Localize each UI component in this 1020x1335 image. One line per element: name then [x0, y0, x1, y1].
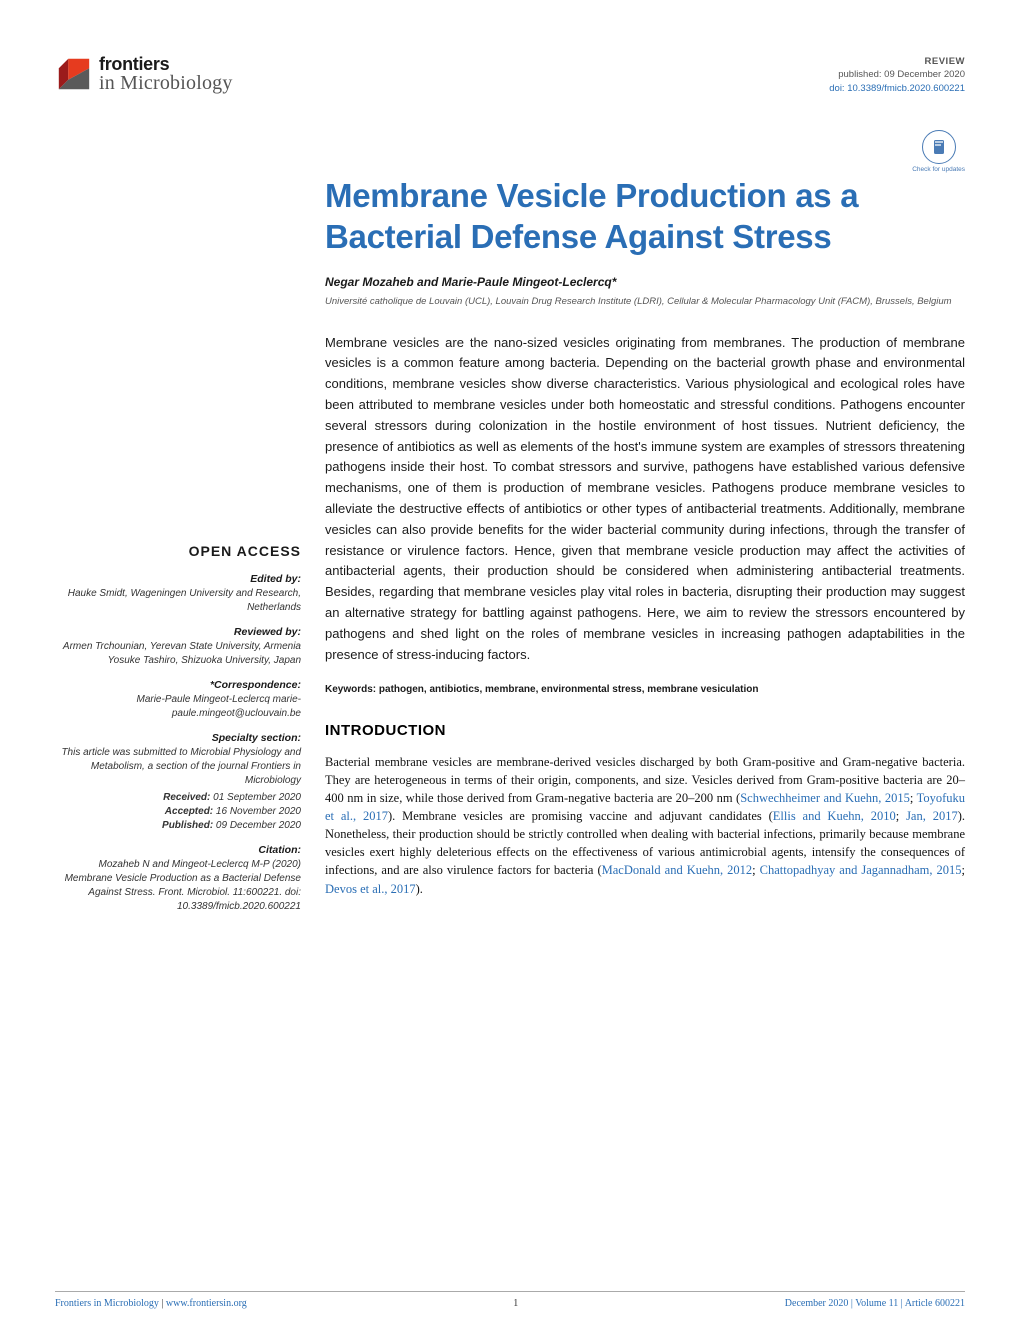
reviewed-by: Armen Trchounian, Yerevan State Universi… [55, 640, 301, 668]
main-content: Membrane vesicles are the nano-sized ves… [325, 333, 965, 914]
frontiers-logo-icon [55, 55, 93, 93]
introduction-heading: INTRODUCTION [325, 719, 965, 742]
check-updates-icon [922, 130, 956, 164]
article-type: REVIEW [829, 55, 965, 68]
page-number: 1 [513, 1298, 518, 1309]
footer-site-link[interactable]: www.frontiersin.org [166, 1298, 247, 1309]
reviewed-by-heading: Reviewed by: [55, 626, 301, 638]
article-title: Membrane Vesicle Production as aBacteria… [325, 175, 965, 258]
footer-left: Frontiers in Microbiology | www.frontier… [55, 1298, 247, 1309]
accepted-date: Accepted: 16 November 2020 [55, 805, 301, 819]
reference-link[interactable]: MacDonald and Kuehn, 2012 [602, 863, 753, 877]
article-title-link[interactable]: Membrane Vesicle Production as aBacteria… [325, 177, 858, 255]
correspondence: Marie-Paule Mingeot-Leclercq marie-paule… [55, 693, 301, 721]
logo-text: frontiers in Microbiology [99, 55, 233, 93]
keywords: Keywords: pathogen, antibiotics, membran… [325, 683, 965, 697]
doi-link[interactable]: doi: 10.3389/fmicb.2020.600221 [829, 82, 965, 95]
footer-issue-info: December 2020 | Volume 11 | Article 6002… [785, 1298, 965, 1309]
specialty-section: This article was submitted to Microbial … [55, 746, 301, 788]
published-date-sidebar: Published: 09 December 2020 [55, 819, 301, 833]
main-content-area: OPEN ACCESS Edited by: Hauke Smidt, Wage… [55, 333, 965, 914]
reference-link[interactable]: Jan, 2017 [906, 809, 958, 823]
reference-link[interactable]: Devos et al., 2017 [325, 882, 416, 896]
check-updates-badge[interactable]: Check for updates [912, 130, 965, 173]
journal-logo: frontiers in Microbiology [55, 55, 233, 93]
page-footer: Frontiers in Microbiology | www.frontier… [55, 1291, 965, 1309]
open-access-label: OPEN ACCESS [55, 543, 301, 559]
correspondence-heading: *Correspondence: [55, 679, 301, 691]
introduction-paragraph: Bacterial membrane vesicles are membrane… [325, 753, 965, 898]
authors: Negar Mozaheb and Marie-Paule Mingeot-Le… [325, 275, 965, 289]
reference-link[interactable]: Ellis and Kuehn, 2010 [773, 809, 896, 823]
published-date: published: 09 December 2020 [829, 68, 965, 81]
footer-journal-link[interactable]: Frontiers in Microbiology [55, 1298, 159, 1309]
received-date: Received: 01 September 2020 [55, 791, 301, 805]
abstract: Membrane vesicles are the nano-sized ves… [325, 333, 965, 666]
logo-journal: in Microbiology [99, 73, 233, 93]
publication-info: REVIEW published: 09 December 2020 doi: … [829, 55, 965, 95]
edited-by-heading: Edited by: [55, 573, 301, 585]
sidebar: OPEN ACCESS Edited by: Hauke Smidt, Wage… [55, 333, 301, 914]
logo-brand: frontiers [99, 55, 233, 73]
reference-link[interactable]: Schwechheimer and Kuehn, 2015 [740, 791, 910, 805]
citation-heading: Citation: [55, 844, 301, 856]
check-updates-label: Check for updates [912, 166, 965, 173]
page-header: frontiers in Microbiology REVIEW publish… [55, 55, 965, 95]
specialty-section-heading: Specialty section: [55, 732, 301, 744]
affiliation: Université catholique de Louvain (UCL), … [325, 295, 965, 308]
reference-link[interactable]: Chattopadhyay and Jagannadham, 2015 [760, 863, 962, 877]
citation: Mozaheb N and Mingeot-Leclercq M-P (2020… [55, 858, 301, 914]
edited-by: Hauke Smidt, Wageningen University and R… [55, 587, 301, 615]
